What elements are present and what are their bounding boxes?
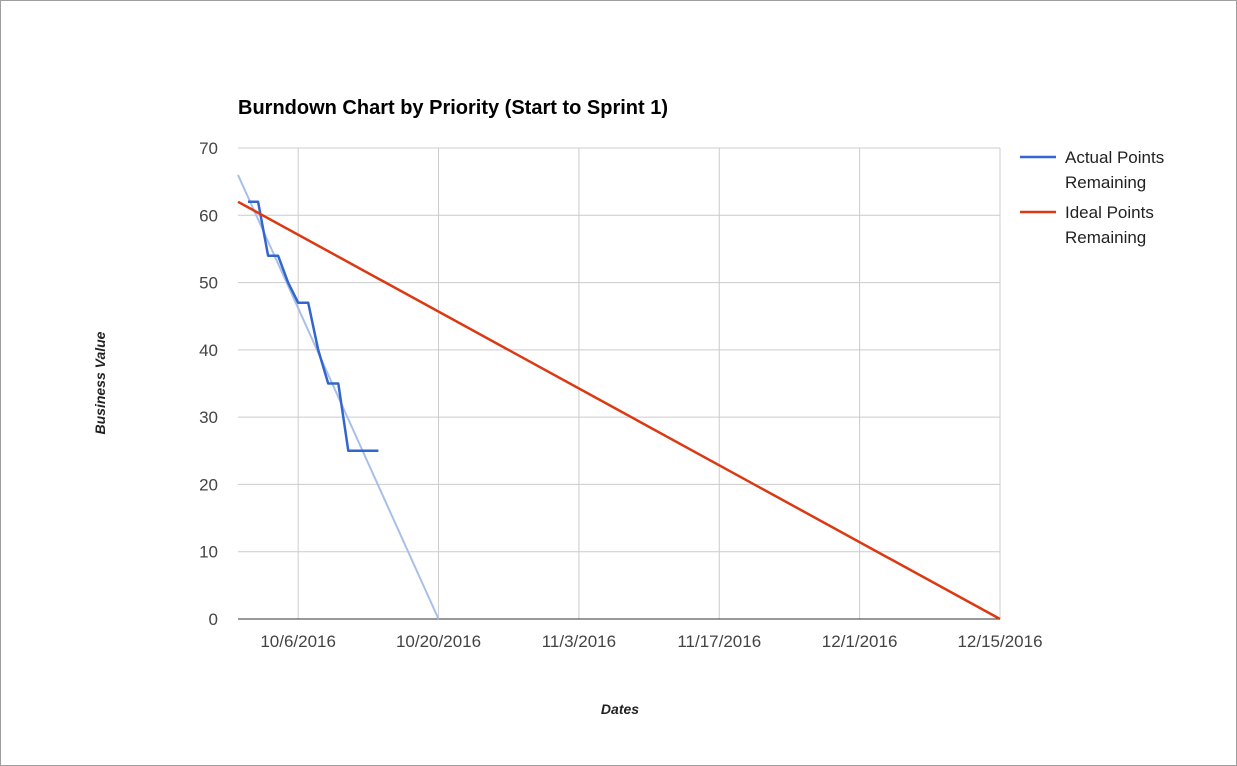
y-tick-label: 70: [199, 139, 218, 158]
x-axis-ticks: 10/6/2016 10/20/2016 11/3/2016 11/17/2016 12…: [260, 632, 1042, 651]
legend-label: Ideal Points Remaining: [1065, 203, 1154, 247]
chart-title: Burndown Chart by Priority (Start to Spr…: [238, 97, 668, 119]
legend-label: Actual Points Remaining: [1065, 148, 1164, 192]
y-tick-label: 50: [199, 274, 218, 293]
legend: Actual Points Remaining Ideal Points Remain…: [1020, 148, 1164, 247]
x-tick-label: 12/15/2016: [957, 632, 1042, 651]
y-axis-ticks: 0 10 20 30 40 50 60 70: [199, 139, 218, 629]
grid: [238, 147, 1001, 620]
y-tick-label: 30: [199, 408, 218, 427]
y-tick-label: 10: [199, 543, 218, 562]
x-tick-label: 10/6/2016: [260, 632, 336, 651]
y-tick-label: 60: [199, 206, 218, 225]
y-axis-title: Business Value: [92, 331, 108, 434]
x-tick-label: 11/3/2016: [542, 632, 616, 651]
series-lines: [237, 174, 1001, 621]
x-tick-label: 12/1/2016: [822, 632, 898, 651]
x-tick-label: 11/17/2016: [677, 632, 761, 651]
x-tick-label: 10/20/2016: [396, 632, 481, 651]
series-line-actual-points-remaining: [248, 200, 379, 453]
x-axis-title: Dates: [601, 701, 639, 717]
series-line-ideal-points-remaining: [237, 200, 1001, 621]
y-tick-label: 20: [199, 475, 218, 494]
trendline: [237, 174, 440, 620]
y-tick-label: 40: [199, 341, 218, 360]
y-tick-label: 0: [209, 610, 218, 629]
